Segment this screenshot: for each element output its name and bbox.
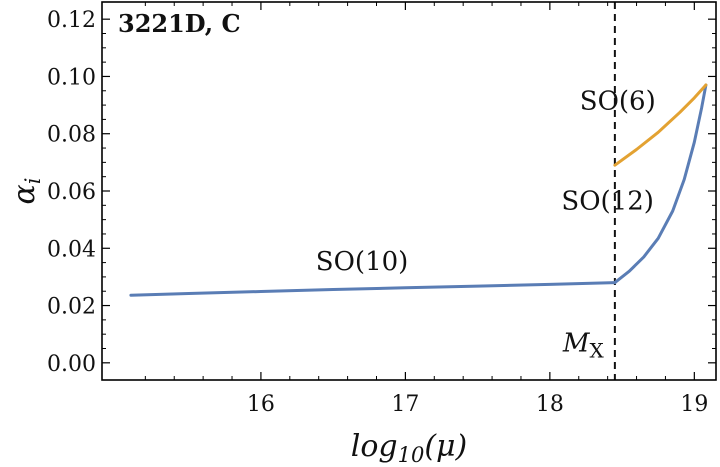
x-tick-label: 19 <box>680 392 708 417</box>
annotation-so6: SO(6) <box>580 86 656 116</box>
x-tick-label: 16 <box>247 392 275 417</box>
x-tick-label: 17 <box>391 392 419 417</box>
series-line-so12 <box>613 83 708 285</box>
y-tick-label: 0.04 <box>47 237 96 262</box>
series-layer <box>129 2 708 380</box>
series-line-so10 <box>129 281 617 297</box>
y-tick-label: 0.00 <box>47 352 96 377</box>
chart-title: 3221D, C <box>118 9 241 38</box>
x-axis-label: log10(μ) <box>351 429 468 467</box>
annotation-layer: 3221D, C MX SO(10) SO(6) SO(12) <box>118 9 656 362</box>
annotation-so10: SO(10) <box>316 247 409 277</box>
y-tick-label: 0.12 <box>47 8 96 33</box>
x-tick-label: 18 <box>536 392 564 417</box>
mx-label: MX <box>562 328 605 362</box>
y-tick-label: 0.02 <box>47 295 96 320</box>
series-line-so6 <box>613 83 708 167</box>
y-tick-label: 0.10 <box>47 65 96 90</box>
y-tick-label: 0.06 <box>47 180 96 205</box>
y-tick-label: 0.08 <box>47 123 96 148</box>
y-axis-label: αi <box>7 178 45 205</box>
axes: 0.00 0.02 0.04 0.06 0.08 0.10 0.12 16 17 18 19 log1… <box>7 1 717 467</box>
annotation-so12: SO(12) <box>561 187 654 217</box>
